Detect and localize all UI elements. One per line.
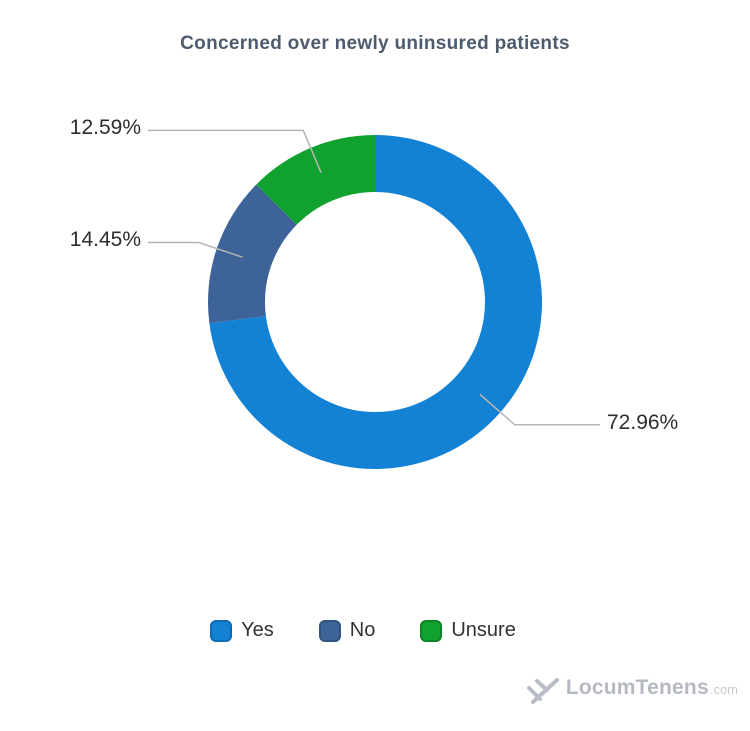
chart-title: Concerned over newly uninsured patients [180,33,570,54]
legend-marker-no [318,619,341,642]
slice-label-unsure: 12.59% [69,116,141,140]
locumtenens-logo: LocumTenens .com [526,676,738,704]
logo-text: LocumTenens [565,676,709,699]
locumtenens-check-icon [526,678,559,704]
legend-marker-yes [210,619,233,642]
logo-tld: .com [709,682,738,697]
legend-item-yes[interactable]: Yes [210,619,274,642]
slice-label-no: 14.45% [69,228,141,252]
donut-slice-unsure[interactable] [256,135,375,225]
legend-item-unsure[interactable]: Unsure [420,619,516,642]
legend-label-unsure: Unsure [451,619,516,641]
chart-legend: Yes No Unsure [0,619,738,642]
slice-label-yes: 72.96% [607,410,679,434]
legend-label-yes: Yes [241,619,274,641]
leader-line-yes [479,393,600,426]
leader-line-unsure [148,129,322,174]
legend-marker-unsure [420,619,443,642]
donut-slice-no[interactable] [207,184,297,324]
legend-item-no[interactable]: No [318,619,376,642]
donut-slice-yes[interactable] [209,135,542,470]
legend-label-no: No [349,619,376,641]
leader-line-no [148,241,243,258]
